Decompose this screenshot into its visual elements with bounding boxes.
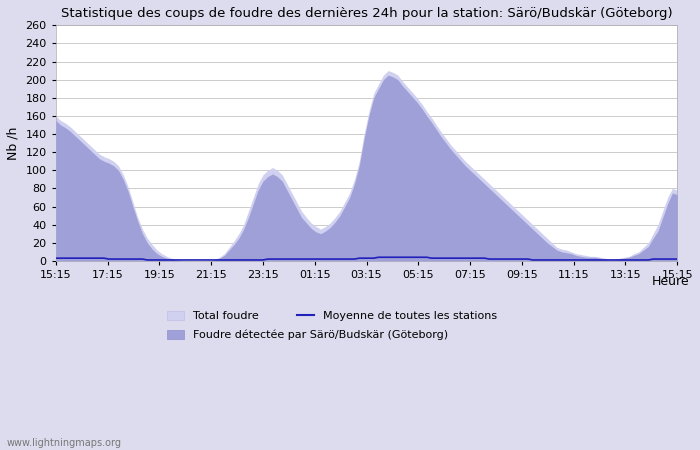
Text: www.lightningmaps.org: www.lightningmaps.org <box>7 437 122 447</box>
X-axis label: Heure: Heure <box>652 275 690 288</box>
Legend: Foudre détectée par Särö/Budskär (Göteborg): Foudre détectée par Särö/Budskär (Götebo… <box>167 330 448 340</box>
Title: Statistique des coups de foudre des dernières 24h pour la station: Särö/Budskär : Statistique des coups de foudre des dern… <box>61 7 672 20</box>
Y-axis label: Nb /h: Nb /h <box>7 126 20 160</box>
